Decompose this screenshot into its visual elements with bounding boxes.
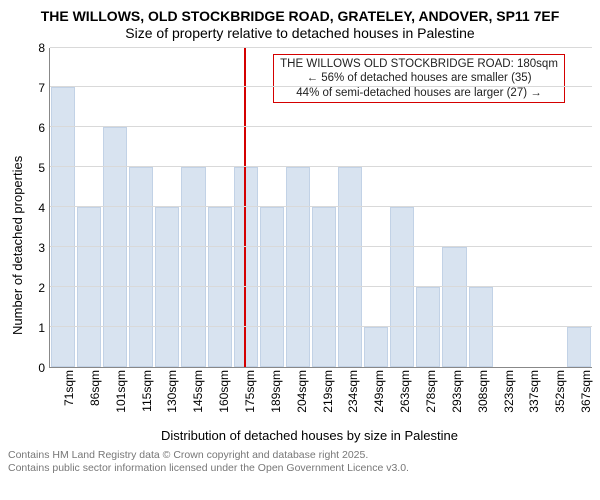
x-tick: 219sqm (308, 368, 334, 426)
bar (469, 287, 493, 367)
x-tick: 308sqm (463, 368, 489, 426)
y-tick: 3 (38, 241, 45, 255)
bar (416, 287, 440, 367)
x-tick: 175sqm (230, 368, 256, 426)
x-tick: 130sqm (152, 368, 178, 426)
annotation-line1: THE WILLOWS OLD STOCKBRIDGE ROAD: 180sqm (280, 57, 558, 71)
x-tick: 160sqm (204, 368, 230, 426)
x-tick: 278sqm (411, 368, 437, 426)
gridline (50, 126, 592, 127)
x-tick: 293sqm (437, 368, 463, 426)
x-axis: 71sqm86sqm101sqm115sqm130sqm145sqm160sqm… (49, 368, 592, 426)
bar (338, 167, 362, 366)
y-tick: 0 (38, 361, 45, 375)
bar (181, 167, 205, 366)
y-axis-label: Number of detached properties (8, 48, 27, 443)
y-axis: 012345678 (27, 48, 49, 368)
y-tick: 4 (38, 201, 45, 215)
gridline (50, 326, 592, 327)
annotation-box: THE WILLOWS OLD STOCKBRIDGE ROAD: 180sqm… (273, 54, 565, 103)
x-tick: 263sqm (385, 368, 411, 426)
bar (312, 207, 336, 367)
gridline (50, 286, 592, 287)
gridline (50, 246, 592, 247)
y-tick: 2 (38, 281, 45, 295)
x-tick: 101sqm (101, 368, 127, 426)
x-tick: 367sqm (566, 368, 592, 426)
bar (364, 327, 388, 367)
bar (390, 207, 414, 367)
bar (77, 207, 101, 367)
reference-marker (244, 48, 246, 367)
credit-line1: Contains HM Land Registry data © Crown c… (8, 449, 592, 463)
x-tick: 234sqm (333, 368, 359, 426)
x-tick: 323sqm (489, 368, 515, 426)
x-tick: 115sqm (127, 368, 153, 426)
bar (442, 247, 466, 367)
x-tick: 71sqm (49, 368, 75, 426)
annotation-line2: ← 56% of detached houses are smaller (35… (280, 71, 558, 85)
y-tick: 7 (38, 81, 45, 95)
x-tick: 145sqm (178, 368, 204, 426)
x-axis-label: Distribution of detached houses by size … (27, 428, 592, 443)
credit-line2: Contains public sector information licen… (8, 462, 592, 476)
y-tick: 8 (38, 41, 45, 55)
plot-area: THE WILLOWS OLD STOCKBRIDGE ROAD: 180sqm… (49, 48, 592, 368)
annotation-line3: 44% of semi-detached houses are larger (… (280, 86, 558, 100)
bar (234, 167, 258, 366)
chart-container: Number of detached properties 012345678 … (8, 48, 592, 443)
chart-title-line1: THE WILLOWS, OLD STOCKBRIDGE ROAD, GRATE… (8, 8, 592, 25)
gridline (50, 166, 592, 167)
gridline (50, 206, 592, 207)
bar (129, 167, 153, 366)
x-tick: 204sqm (282, 368, 308, 426)
bar (155, 207, 179, 367)
bar (208, 207, 232, 367)
x-tick: 189sqm (256, 368, 282, 426)
x-tick: 86sqm (75, 368, 101, 426)
y-tick: 6 (38, 121, 45, 135)
credit-text: Contains HM Land Registry data © Crown c… (8, 449, 592, 476)
bar (567, 327, 591, 367)
y-tick: 5 (38, 161, 45, 175)
bar (260, 207, 284, 367)
gridline (50, 86, 592, 87)
y-tick: 1 (38, 321, 45, 335)
bar (51, 87, 75, 366)
x-tick: 337sqm (514, 368, 540, 426)
bar (103, 127, 127, 366)
x-tick: 352sqm (540, 368, 566, 426)
bar (286, 167, 310, 366)
x-tick: 249sqm (359, 368, 385, 426)
gridline (50, 47, 592, 48)
chart-title-line2: Size of property relative to detached ho… (8, 25, 592, 42)
